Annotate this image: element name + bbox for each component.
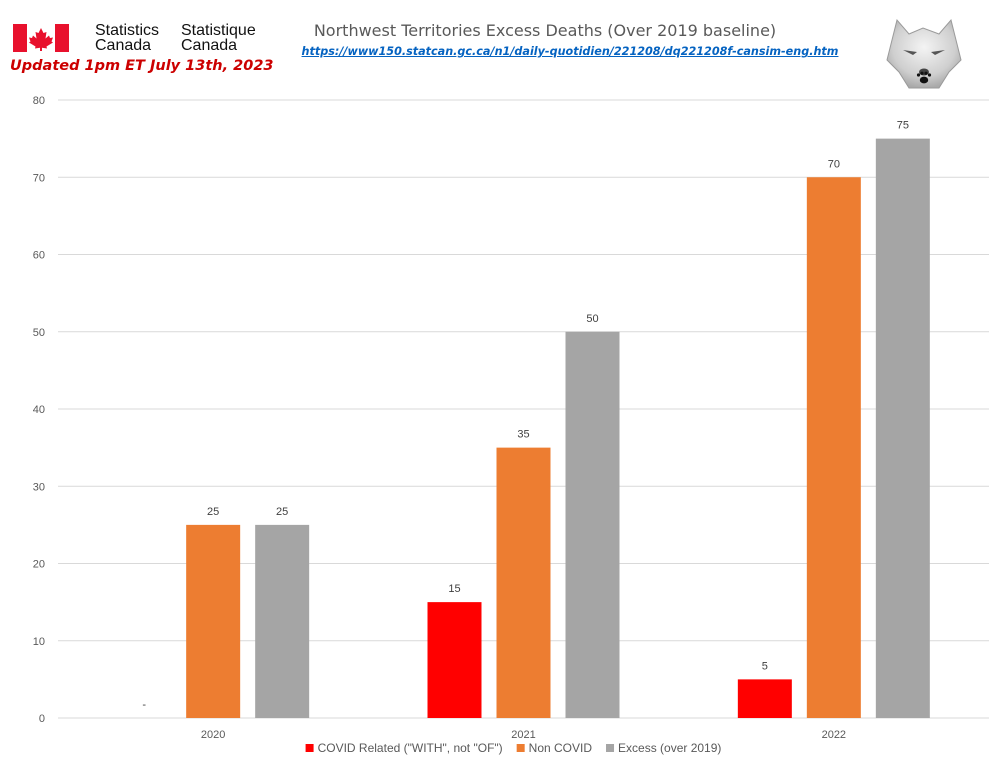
data-label: 35 — [517, 429, 529, 441]
y-tick-label: 70 — [33, 172, 45, 184]
data-label: 5 — [762, 660, 768, 672]
bar-3-2022 — [875, 138, 930, 718]
wolf-paw-logo — [886, 18, 962, 89]
legend-item: COVID Related ("WITH", not "OF") — [305, 741, 503, 755]
bar-3-2020 — [255, 524, 310, 718]
updated-note: Updated 1pm ET July 13th, 2023 — [10, 58, 274, 74]
data-label: - — [142, 699, 146, 711]
y-tick-label: 80 — [33, 95, 45, 107]
legend-item: Excess (over 2019) — [606, 741, 721, 755]
canada-flag-icon — [13, 24, 69, 52]
paw-print-icon — [916, 71, 932, 84]
data-label: 50 — [586, 313, 598, 325]
y-tick-label: 10 — [33, 636, 45, 648]
x-axis-tick-labels: 2020 2021 2022 — [201, 729, 846, 741]
data-label: 25 — [207, 506, 219, 518]
agency-en-line1: Statistics — [95, 22, 160, 39]
y-tick-label: 40 — [33, 404, 45, 416]
chart-title: Northwest Territories Excess Deaths (Ove… — [313, 21, 777, 40]
bar-3-2021 — [565, 331, 620, 718]
data-label: 15 — [448, 583, 460, 595]
legend-label: COVID Related ("WITH", not "OF") — [318, 741, 503, 755]
y-tick-label: 30 — [33, 481, 45, 493]
data-label: 75 — [897, 120, 909, 132]
agency-name-fr: Statistique Canada — [181, 22, 256, 54]
legend-label: Non COVID — [529, 741, 593, 755]
data-labels: - 25 25 15 35 50 5 70 75 — [142, 120, 909, 711]
x-tick-label: 2020 — [201, 729, 225, 741]
y-axis-tick-labels: 0 10 20 30 40 50 60 70 80 — [33, 95, 45, 725]
source-url-link[interactable]: https://www150.statcan.gc.ca/n1/daily-qu… — [301, 45, 839, 58]
agency-name-en: Statistics Canada — [95, 22, 160, 54]
x-tick-label: 2022 — [822, 729, 846, 741]
bar-2-2022 — [806, 177, 861, 718]
data-label: 25 — [276, 506, 288, 518]
legend-item: Non COVID — [516, 741, 593, 755]
legend-swatch — [606, 744, 615, 752]
bar-1-2022 — [737, 679, 792, 718]
legend-swatch — [516, 744, 525, 752]
legend-label: Excess (over 2019) — [618, 741, 721, 755]
y-tick-label: 20 — [33, 559, 45, 571]
agency-fr-line1: Statistique — [181, 22, 256, 39]
bar-1-2021 — [427, 602, 482, 718]
y-tick-label: 0 — [39, 713, 45, 725]
agency-fr-line2: Canada — [181, 37, 238, 54]
bar-2-2021 — [496, 447, 551, 718]
y-tick-label: 60 — [33, 250, 45, 262]
legend-swatch — [305, 744, 314, 752]
agency-en-line2: Canada — [95, 37, 152, 54]
x-tick-label: 2021 — [511, 729, 535, 741]
bar-2-2020 — [186, 524, 241, 718]
data-label: 70 — [828, 158, 840, 170]
legend: COVID Related ("WITH", not "OF") Non COVI… — [305, 741, 721, 755]
bars — [186, 138, 930, 718]
y-tick-label: 50 — [33, 327, 45, 339]
